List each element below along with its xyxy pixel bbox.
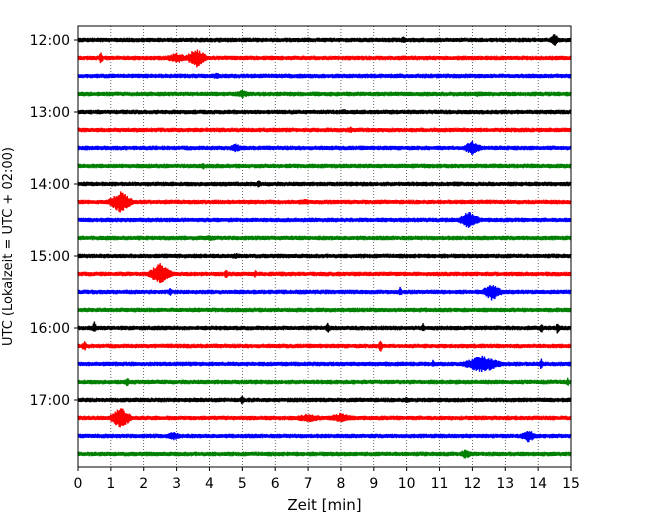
x-tick-label: 6 <box>271 476 280 492</box>
trace-1615 <box>77 340 572 352</box>
trace-1400 <box>77 180 572 188</box>
trace-1700 <box>77 395 572 405</box>
x-tick-label: 1 <box>106 476 115 492</box>
y-tick-label: 15:00 <box>30 249 70 265</box>
x-tick-label: 9 <box>369 476 378 492</box>
x-axis-label: Zeit [min] <box>287 496 361 514</box>
trace-1345 <box>77 163 572 170</box>
x-tick-label: 3 <box>172 476 181 492</box>
y-tick-label: 13:00 <box>30 105 70 121</box>
x-tick-label: 11 <box>431 476 449 492</box>
trace-1200 <box>77 34 572 46</box>
x-tick-label: 5 <box>238 476 247 492</box>
trace-1715 <box>77 408 572 428</box>
x-tick-label: 7 <box>304 476 313 492</box>
trace-1245 <box>77 90 572 99</box>
trace-1745 <box>77 449 572 459</box>
x-tick-label: 8 <box>336 476 345 492</box>
x-tick-label: 4 <box>205 476 214 492</box>
trace-1515 <box>77 263 572 283</box>
trace-1600 <box>77 321 572 334</box>
y-tick-label: 12:00 <box>30 33 70 49</box>
y-axis-label: UTC (Lokalzeit = UTC + 02:00) <box>1 147 16 346</box>
trace-lines <box>77 34 572 459</box>
y-tick-label: 16:00 <box>30 321 70 337</box>
trace-1300 <box>77 109 572 115</box>
x-tick-label: 14 <box>529 476 547 492</box>
x-tick-label: 13 <box>496 476 514 492</box>
trace-1730 <box>77 431 572 443</box>
trace-1545 <box>77 307 572 313</box>
trace-1530 <box>77 284 572 301</box>
trace-1415 <box>77 191 572 213</box>
axis-ticks: 0 1 2 3 4 5 6 7 8 9 10 11 12 13 14 1512:0013:0014:0015:… <box>30 33 580 492</box>
trace-1315 <box>77 126 572 133</box>
x-tick-label: 2 <box>139 476 148 492</box>
y-tick-label: 17:00 <box>30 393 70 409</box>
trace-1330 <box>77 141 572 155</box>
trace-1230 <box>77 72 572 79</box>
trace-1215 <box>77 49 572 68</box>
x-tick-label: 0 <box>74 476 83 492</box>
x-tick-label: 12 <box>463 476 481 492</box>
x-tick-label: 10 <box>398 476 416 492</box>
trace-1630 <box>77 355 572 373</box>
trace-1445 <box>77 235 572 241</box>
plot-frame <box>77 25 572 468</box>
trace-1430 <box>77 212 572 228</box>
x-tick-label: 15 <box>562 476 580 492</box>
trace-1645 <box>77 377 572 387</box>
y-tick-label: 14:00 <box>30 177 70 193</box>
trace-1500 <box>77 253 572 259</box>
